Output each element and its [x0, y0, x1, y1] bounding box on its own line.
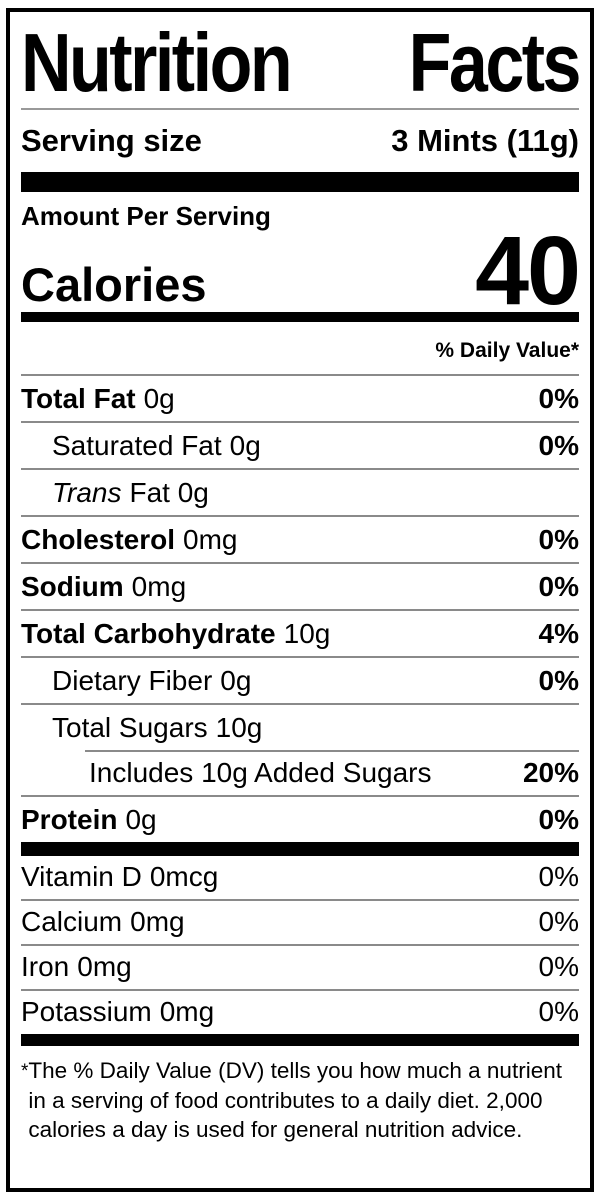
vitamins-divider-bar — [21, 1034, 579, 1046]
nutrient-amount: 10g — [283, 618, 331, 649]
nutrient-amount: Fat 0g — [129, 477, 209, 508]
nutrient-amount: 0mg — [130, 906, 185, 937]
nutrition-label: Nutrition Facts Serving size 3 Mints (11… — [6, 8, 594, 1192]
nutrient-name: Iron — [21, 951, 70, 982]
nutrient-name: Total Fat — [21, 383, 136, 414]
nutrient-amount: 0mcg — [149, 861, 219, 892]
nutrient-amount: 0mg — [131, 571, 187, 602]
nutrient-pct: 0% — [538, 665, 579, 696]
row-saturated-fat: Saturated Fat 0g 0% — [21, 421, 579, 468]
protein-divider-bar — [21, 842, 579, 856]
nutrient-amount: 0g — [125, 804, 157, 835]
row-total-carbohydrate: Total Carbohydrate 10g 4% — [21, 609, 579, 656]
nutrient-pct: 0% — [538, 571, 579, 602]
row-protein: Protein 0g 0% — [21, 795, 579, 842]
nutrient-name: Vitamin D — [21, 861, 142, 892]
nutrient-amount: 0mg — [183, 524, 238, 555]
title-word-nutrition: Nutrition — [21, 16, 293, 109]
row-cholesterol: Cholesterol 0mg 0% — [21, 515, 579, 562]
title-word-facts: Facts — [408, 16, 582, 109]
footnote-text: The % Daily Value (DV) tells you how muc… — [28, 1058, 562, 1143]
nutrient-name: Total Sugars — [52, 712, 208, 743]
thick-divider-bar — [21, 172, 579, 192]
footnote: * The % Daily Value (DV) tells you how m… — [21, 1046, 579, 1145]
row-potassium: Potassium 0mg 0% — [21, 989, 579, 1034]
serving-size-value: 3 Mints (11g) — [391, 123, 579, 158]
nutrient-pct: 0% — [538, 861, 579, 892]
nutrient-name: Trans — [52, 477, 122, 508]
serving-size-label: Serving size — [21, 123, 202, 158]
row-iron: Iron 0mg 0% — [21, 944, 579, 989]
nutrient-amount: 0g — [143, 383, 175, 414]
amount-per-serving-label: Amount Per Serving — [21, 201, 271, 231]
nutrient-pct: 0% — [538, 430, 579, 461]
label-title: Nutrition Facts — [21, 16, 582, 124]
row-calcium: Calcium 0mg 0% — [21, 899, 579, 944]
calories-label: Calories — [21, 258, 207, 312]
nutrient-name: Total Carbohydrate — [21, 618, 276, 649]
row-total-fat: Total Fat 0g 0% — [21, 374, 579, 421]
nutrient-name: Protein — [21, 804, 118, 835]
nutrient-amount: 0g — [229, 430, 261, 461]
nutrient-name: Sodium — [21, 571, 124, 602]
serving-size-row: Serving size 3 Mints (11g) — [21, 110, 579, 172]
nutrient-name: Includes 10g Added Sugars — [89, 757, 432, 788]
nutrient-amount: 0mg — [77, 951, 132, 982]
nutrient-amount: 0mg — [159, 996, 215, 1027]
nutrient-pct: 0% — [538, 951, 579, 982]
nutrient-name: Calcium — [21, 906, 123, 937]
footnote-asterisk: * — [21, 1061, 29, 1082]
nutrient-name: Cholesterol — [21, 524, 176, 555]
row-trans-fat: Trans Fat 0g — [21, 468, 579, 515]
nutrient-pct: 0% — [538, 804, 579, 835]
nutrient-pct: 0% — [538, 906, 579, 937]
nutrient-pct: 0% — [538, 524, 579, 555]
row-sodium: Sodium 0mg 0% — [21, 562, 579, 609]
nutrient-pct: 0% — [538, 996, 579, 1027]
nutrient-pct: 4% — [538, 618, 579, 649]
row-vitamin-d: Vitamin D 0mcg 0% — [21, 856, 579, 899]
nutrient-name: Dietary Fiber — [52, 665, 213, 696]
calories-value: 40 — [475, 216, 581, 326]
nutrient-name: Potassium — [21, 996, 152, 1027]
row-total-sugars: Total Sugars 10g — [21, 703, 579, 750]
row-dietary-fiber: Dietary Fiber 0g 0% — [21, 656, 579, 703]
nutrient-name: Saturated Fat — [52, 430, 222, 461]
row-added-sugars: Includes 10g Added Sugars 20% — [21, 750, 579, 795]
calories-divider-bar — [21, 312, 579, 322]
nutrient-pct: 20% — [522, 757, 579, 788]
daily-value-header: % Daily Value* — [435, 339, 579, 362]
calories-row: Calories 40 — [21, 216, 581, 326]
nutrient-amount: 0g — [220, 665, 252, 696]
nutrient-amount: 10g — [215, 712, 263, 743]
title-divider — [21, 108, 579, 110]
nutrient-pct: 0% — [538, 383, 579, 414]
